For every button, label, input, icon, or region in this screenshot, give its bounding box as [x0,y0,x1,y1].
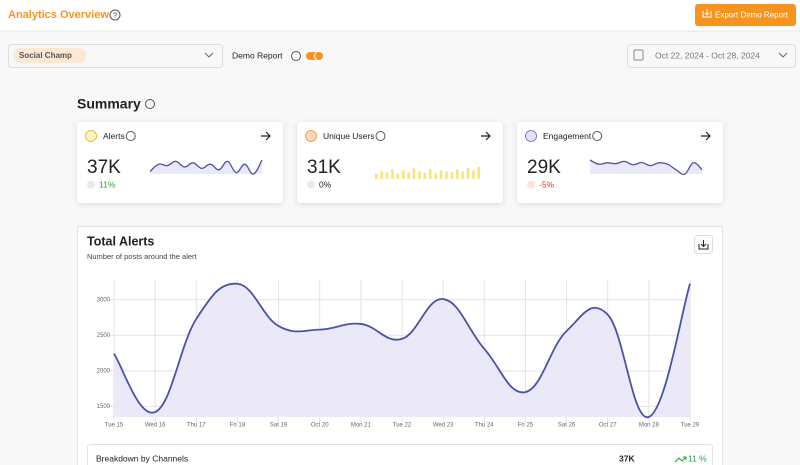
card-icon [305,130,317,142]
sparkline-bar [429,169,432,179]
info-icon[interactable] [145,99,155,109]
export-icon [702,9,712,18]
card-value: 37K [87,157,121,178]
card-label: Alerts [103,131,125,141]
x-tick-label: Tue 15 [105,423,124,429]
card-icon [525,130,537,142]
x-tick-label: Tue 22 [393,423,412,429]
sparkline-bar [396,173,400,179]
card-label: Engagement [543,131,592,141]
summary-card[interactable] [77,122,283,203]
sparkline-bar [439,170,443,179]
x-tick-label: Thu 24 [475,423,494,429]
card-change: 0% [319,179,332,189]
download-icon [698,240,709,250]
x-tick-label: Mon 28 [639,423,660,429]
area [114,283,690,418]
demo-label: Demo Report [232,50,283,60]
sparkline [149,159,263,175]
brand-label: Social Champ [19,51,72,60]
sparkline-bar [456,169,459,179]
x-tick-label: Oct 27 [599,423,617,429]
x-tick-label: Wed 16 [145,423,166,429]
x-tick-label: Thu 17 [187,423,206,429]
sparkline-bar [391,169,394,179]
select-caret [204,52,214,58]
help-icon[interactable] [109,9,121,21]
x-tick-label: Mon 21 [351,423,372,429]
card-arrow[interactable] [481,131,491,141]
card-icon [85,130,97,142]
card-label: Unique Users [323,131,375,141]
card-value: 31K [307,157,341,178]
info-icon[interactable] [291,51,301,61]
sparkline-bar [407,172,410,179]
sparkline-bar [418,171,421,179]
change-icon [527,180,535,189]
x-tick-label: Tue 29 [681,423,700,429]
toggle-knob [314,51,324,61]
sparkline [589,159,703,175]
help-glyph: ? [113,12,117,19]
sparkline-bar [412,168,416,179]
brand-chip [13,48,86,63]
line [113,282,691,418]
plot: Tue 15 Wed 16 Thu 17 Fri 18 Sat 19 Oct 20 Mon … [97,280,700,429]
sparkline-bar [402,170,405,179]
change-icon [307,180,315,189]
chart-title: Total Alerts [87,234,154,248]
header-bar [0,0,800,31]
card-value: 29K [527,157,561,178]
sparkline-bar [472,170,475,179]
sparkline-bar [375,173,378,179]
breakdown-row[interactable] [87,444,713,465]
page-title: Analytics Overview [8,9,109,21]
x-tick-label: Oct 20 [311,423,329,429]
date-picker[interactable] [627,44,796,68]
info-icon[interactable] [592,131,603,141]
breakdown-change: 11 % [688,453,707,463]
sparkline-bar [423,172,427,179]
sparkline-bar [450,172,454,179]
export-label: Export Demo Report [715,11,789,20]
card-arrow[interactable] [261,131,271,141]
chart-subtitle: Number of posts around the alert [87,252,198,261]
y-tick-label: 2500 [97,333,111,339]
sparkline-bar [461,171,464,179]
summary-title: Summary [77,96,141,112]
breakdown-title: Breakdown by Channels [96,453,188,463]
x-tick-label: Sat 26 [558,423,576,429]
date-caret [778,52,788,58]
x-tick-label: Sat 19 [270,423,288,429]
export-button[interactable] [695,4,796,26]
sparkline-bar [434,173,437,179]
date-range: Oct 22, 2024 - Oct 28, 2024 [655,50,760,60]
sparkline-bar [385,172,389,179]
change-icon [87,180,95,189]
sparkline-bar [445,171,448,179]
trend-up-icon [674,456,687,463]
y-tick-label: 1500 [97,404,111,410]
y-tick-label: 3000 [97,297,111,303]
x-tick-label: Wed 23 [433,423,454,429]
sparkline-bar [477,167,481,179]
info-icon[interactable] [125,131,136,141]
card-change: 11% [99,179,116,189]
summary-card[interactable] [297,122,503,203]
info-icon[interactable] [375,131,386,141]
breakdown-total: 37K [619,453,635,463]
x-tick-label: Fri 18 [230,423,246,429]
card-change: -5% [539,179,555,189]
card-arrow[interactable] [701,131,711,141]
x-tick-label: Fri 25 [518,423,534,429]
calendar-icon [633,49,644,61]
sparkline-bar [380,171,383,179]
sparkline-bar [466,168,470,179]
y-tick-label: 2000 [97,368,111,374]
